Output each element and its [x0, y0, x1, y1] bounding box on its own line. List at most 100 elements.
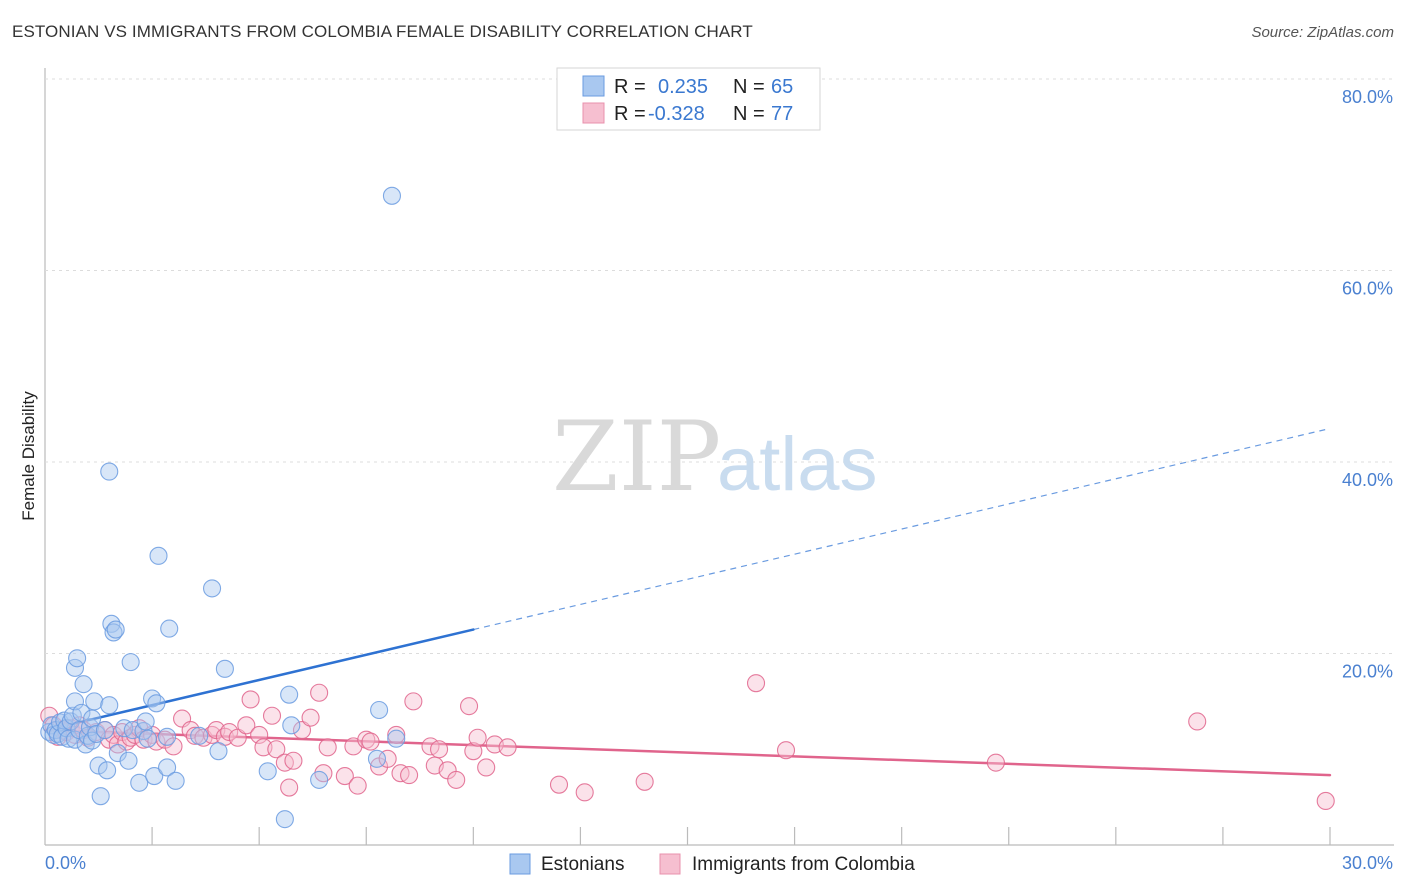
- point-estonians: [119, 751, 138, 770]
- point-estonians: [91, 787, 110, 806]
- point-estonians: [209, 742, 228, 761]
- point-estonians: [145, 767, 164, 786]
- point-colombia: [164, 737, 183, 756]
- point-colombia: [575, 783, 594, 802]
- point-colombia: [776, 741, 796, 760]
- legend-r-value-estonians: 0.235: [658, 76, 708, 98]
- legend-n-value-estonians: 65: [771, 76, 793, 98]
- x-ticks: [151, 827, 1331, 845]
- point-colombia: [447, 770, 466, 789]
- bottom-legend-swatch-colombia: [659, 853, 681, 875]
- point-estonians: [158, 758, 177, 777]
- point-estonians: [147, 694, 166, 713]
- point-estonians: [104, 623, 123, 642]
- chart-title: ESTONIAN VS IMMIGRANTS FROM COLOMBIA FEM…: [12, 22, 753, 41]
- point-colombia: [292, 721, 312, 740]
- point-estonians: [65, 692, 85, 711]
- point-colombia: [318, 738, 337, 757]
- point-estonians: [130, 773, 149, 792]
- y-tick-label-80: 80.0%: [1342, 87, 1393, 107]
- point-estonians: [215, 659, 234, 678]
- point-estonians: [100, 696, 119, 715]
- point-colombia: [477, 758, 496, 777]
- y-tick-labels: 20.0% 40.0% 60.0% 80.0%: [1342, 87, 1393, 682]
- source-label: Source: ZipAtlas.com: [1251, 24, 1394, 41]
- point-colombia: [464, 742, 483, 761]
- point-estonians: [282, 716, 301, 735]
- point-estonians: [190, 726, 209, 745]
- point-estonians: [258, 762, 277, 781]
- data-points: [40, 186, 1335, 829]
- point-estonians: [98, 761, 117, 780]
- point-colombia: [387, 725, 406, 744]
- point-colombia: [228, 728, 247, 747]
- y-tick-label-60: 60.0%: [1342, 279, 1393, 299]
- point-colombia: [361, 732, 380, 751]
- point-estonians: [106, 620, 125, 639]
- trend-line-estonians: [65, 628, 475, 727]
- point-estonians: [100, 462, 119, 481]
- point-estonians: [149, 546, 168, 565]
- point-estonians: [136, 712, 155, 731]
- point-estonians: [87, 724, 106, 743]
- point-estonians: [138, 729, 157, 748]
- point-estonians: [95, 721, 115, 740]
- bottom-legend-label-colombia: Immigrants from Colombia: [692, 854, 915, 875]
- point-estonians: [387, 729, 406, 748]
- point-colombia: [335, 767, 354, 786]
- point-colombia: [1188, 712, 1207, 731]
- point-colombia: [746, 674, 766, 693]
- bottom-legend-swatch-estonians: [509, 853, 531, 875]
- point-colombia: [237, 716, 256, 735]
- point-colombia: [284, 751, 303, 770]
- bottom-legend-label-estonians: Estonians: [541, 854, 624, 875]
- point-estonians: [72, 703, 91, 722]
- point-estonians: [121, 653, 140, 672]
- point-colombia: [430, 740, 449, 759]
- point-estonians: [370, 700, 389, 720]
- stats-legend: R = 0.235 N = 65 R = -0.328 N = 77: [556, 67, 821, 131]
- y-tick-label-20: 20.0%: [1342, 662, 1393, 682]
- trend-lines: [43, 427, 1332, 777]
- bottom-legend: Estonians Immigrants from Colombia: [509, 853, 915, 875]
- point-estonians: [166, 771, 185, 790]
- point-estonians: [275, 810, 294, 829]
- point-estonians: [280, 685, 299, 704]
- y-tick-label-40: 40.0%: [1342, 470, 1393, 490]
- axes: [44, 68, 1394, 846]
- legend-r-value-colombia: -0.328: [648, 103, 705, 125]
- point-colombia: [404, 692, 423, 711]
- point-estonians: [382, 186, 402, 205]
- point-colombia: [241, 690, 260, 709]
- point-colombia: [280, 778, 299, 797]
- point-colombia: [301, 708, 320, 727]
- point-estonians: [55, 711, 74, 730]
- legend-n-label-estonians: N =: [733, 76, 765, 98]
- point-estonians: [89, 756, 108, 775]
- point-colombia: [310, 683, 329, 702]
- point-estonians: [203, 579, 222, 598]
- x-tick-label-min: 0.0%: [45, 853, 86, 873]
- point-colombia: [468, 728, 487, 747]
- point-colombia: [262, 706, 282, 725]
- point-colombia: [459, 697, 479, 716]
- point-colombia: [400, 766, 419, 785]
- legend-r-label-estonians: R =: [614, 76, 646, 98]
- point-estonians: [158, 727, 177, 746]
- legend-n-value-colombia: 77: [771, 103, 793, 125]
- point-colombia: [498, 738, 517, 757]
- point-estonians: [74, 675, 93, 694]
- grid: [45, 78, 1394, 654]
- point-estonians: [367, 749, 387, 768]
- legend-swatch-colombia: [582, 102, 605, 124]
- watermark-atlas: atlas: [717, 422, 878, 507]
- point-colombia: [1316, 791, 1335, 811]
- point-estonians: [160, 619, 179, 638]
- point-colombia: [635, 772, 654, 791]
- point-colombia: [986, 753, 1005, 772]
- point-colombia: [549, 775, 569, 794]
- watermark-zip: ZIP: [552, 401, 721, 513]
- point-colombia: [267, 740, 286, 759]
- point-colombia: [348, 776, 367, 795]
